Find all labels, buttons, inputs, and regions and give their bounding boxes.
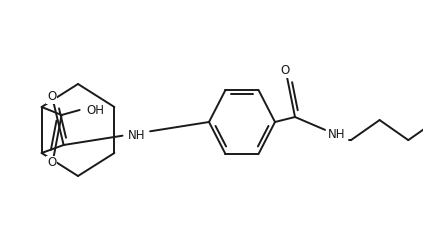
Text: O: O bbox=[47, 90, 56, 104]
Text: OH: OH bbox=[87, 104, 104, 116]
Text: NH: NH bbox=[128, 129, 145, 142]
Text: O: O bbox=[47, 157, 56, 169]
Text: NH: NH bbox=[328, 129, 346, 142]
Text: O: O bbox=[280, 64, 290, 78]
